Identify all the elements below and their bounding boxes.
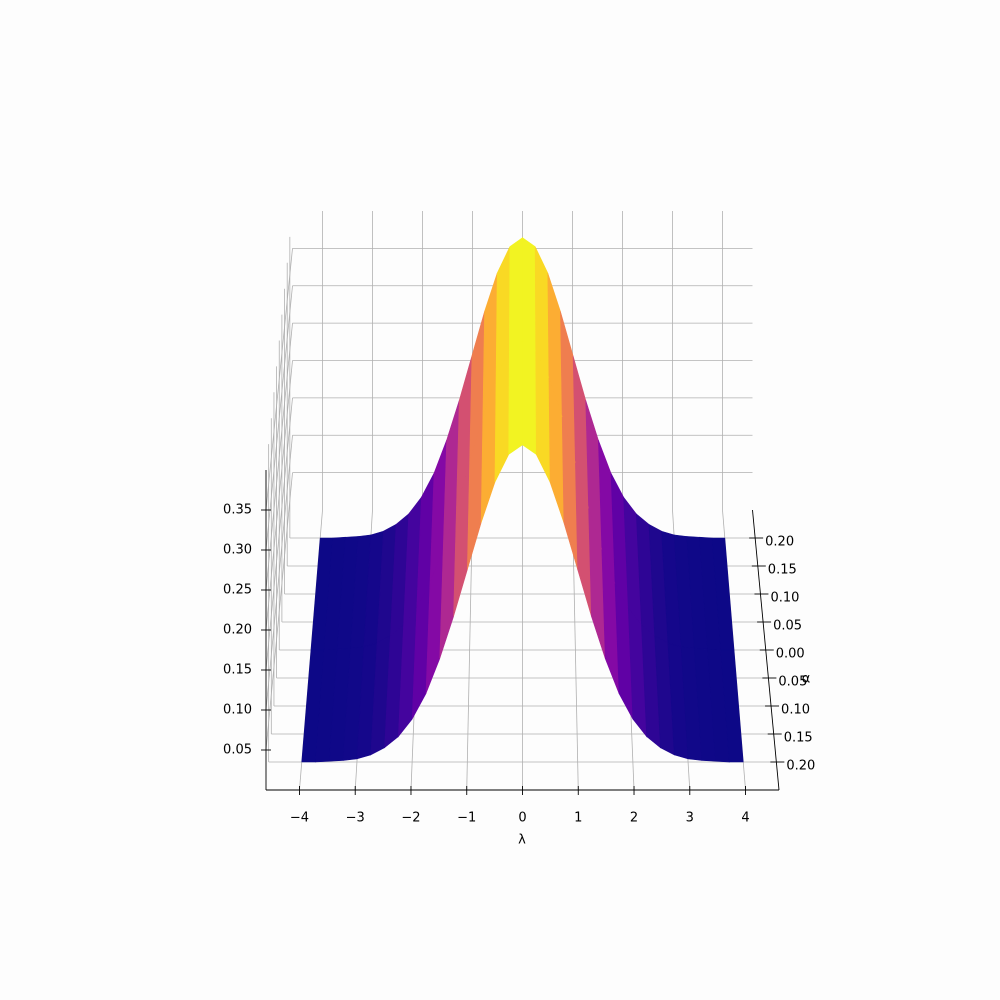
- y-tick-label: 0.05: [773, 619, 802, 634]
- y-tick-label: 0.00: [776, 647, 805, 662]
- y-tick-label: 0.05: [778, 675, 807, 690]
- x-tick-label: 4: [741, 811, 749, 826]
- x-axis-label: λ: [518, 833, 526, 848]
- z-tick-label: 0.30: [223, 543, 252, 558]
- x-tick-label: 3: [686, 811, 694, 826]
- y-tick-label: 0.15: [768, 563, 797, 578]
- surface-cell: [522, 237, 537, 352]
- grid-line: [265, 323, 293, 591]
- z-tick-label: 0.05: [223, 743, 252, 758]
- grid-line: [265, 248, 293, 511]
- surface-cell: [720, 649, 744, 763]
- z-tick-label: 0.15: [223, 663, 252, 678]
- grid-line: [265, 285, 293, 551]
- y-tick-label: 0.10: [781, 703, 810, 718]
- surface-cell: [522, 340, 537, 456]
- z-tick-label: 0.25: [223, 583, 252, 598]
- z-tick-label: 0.10: [223, 703, 252, 718]
- y-tick-label: 0.20: [765, 535, 794, 550]
- z-tick-label: 0.35: [223, 503, 252, 518]
- grid-line: [265, 360, 293, 631]
- surface-cell: [508, 237, 523, 352]
- y-axis-label: α: [802, 672, 811, 687]
- surface-cell: [508, 340, 523, 456]
- x-tick-label: −2: [401, 811, 420, 826]
- grid-line: [265, 397, 293, 671]
- x-tick-label: 2: [630, 811, 638, 826]
- z-tick-label: 0.20: [223, 623, 252, 638]
- x-tick-label: −4: [290, 811, 309, 826]
- x-tick-label: 1: [574, 811, 582, 826]
- grid-line: [265, 472, 293, 751]
- y-tick-label: 0.15: [784, 731, 813, 746]
- x-tick-label: −1: [457, 811, 476, 826]
- grid-line: [265, 435, 293, 711]
- x-tick-label: −3: [346, 811, 365, 826]
- y-tick-label: 0.10: [770, 591, 799, 606]
- y-tick-label: 0.20: [786, 759, 815, 774]
- x-tick-label: 0: [518, 811, 526, 826]
